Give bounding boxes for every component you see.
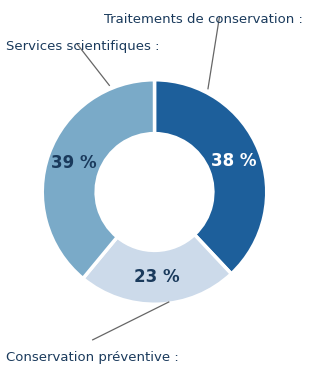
Wedge shape <box>154 80 267 274</box>
Text: Conservation préventive :: Conservation préventive : <box>6 351 179 364</box>
Wedge shape <box>83 235 231 304</box>
Text: 38 %: 38 % <box>211 152 256 170</box>
Text: Traitements de conservation :: Traitements de conservation : <box>104 13 303 26</box>
Text: 39 %: 39 % <box>51 154 97 172</box>
Text: Services scientifiques :: Services scientifiques : <box>6 40 160 53</box>
Wedge shape <box>42 80 154 278</box>
Text: 23 %: 23 % <box>134 268 180 286</box>
